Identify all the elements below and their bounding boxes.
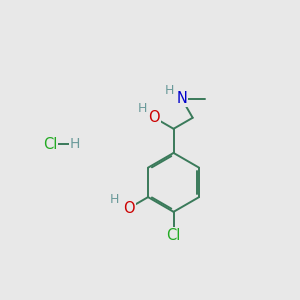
Text: O: O	[148, 110, 160, 125]
Text: N: N	[176, 91, 187, 106]
Text: H: H	[110, 194, 119, 206]
Text: Cl: Cl	[43, 136, 57, 152]
Text: H: H	[165, 84, 174, 97]
Text: H: H	[70, 137, 80, 151]
Text: Cl: Cl	[167, 228, 181, 243]
Text: O: O	[123, 201, 135, 216]
Text: H: H	[137, 102, 147, 116]
